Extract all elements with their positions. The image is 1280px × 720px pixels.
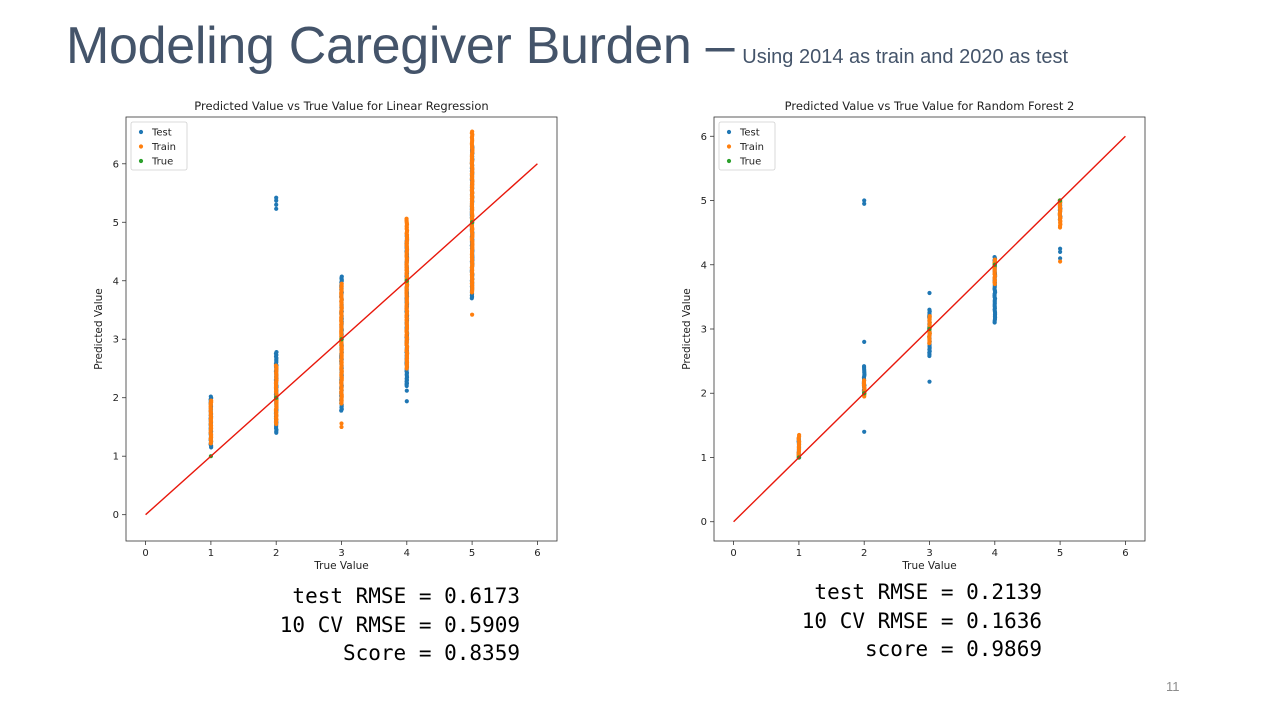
scatter-point-train xyxy=(404,216,409,221)
y-axis-label: Predicted Value xyxy=(681,288,693,369)
x-tick-label: 0 xyxy=(730,548,736,559)
lr-score: Score = 0.8359 xyxy=(342,641,520,665)
scatter-point-test xyxy=(404,388,409,393)
y-tick-label: 0 xyxy=(113,510,119,521)
x-tick-label: 5 xyxy=(1057,548,1063,559)
scatter-point-test xyxy=(1058,249,1063,255)
scatter-point-test xyxy=(274,195,279,200)
y-axis-label: Predicted Value xyxy=(93,288,105,369)
x-tick-label: 6 xyxy=(1122,548,1128,559)
x-axis-label: True Value xyxy=(901,560,956,571)
scatter-point-test xyxy=(274,198,279,203)
x-tick-label: 1 xyxy=(208,548,214,559)
y-tick-label: 1 xyxy=(113,452,119,463)
scatter-point-train xyxy=(339,281,344,286)
scatter-point-train xyxy=(992,257,998,262)
x-tick-label: 4 xyxy=(404,548,410,559)
scatter-point-test xyxy=(404,399,409,404)
legend-box xyxy=(130,121,188,171)
x-tick-label: 5 xyxy=(469,548,475,559)
x-tick-label: 0 xyxy=(142,548,148,559)
slide-title-row: Modeling Caregiver Burden – Using 2014 as… xyxy=(66,16,1068,76)
legend-label-test: Test xyxy=(151,128,172,139)
scatter-point-train xyxy=(273,363,279,368)
x-tick-label: 1 xyxy=(796,548,802,559)
scatter-point-test xyxy=(927,290,932,296)
lr-test-rmse: test RMSE = 0.6173 xyxy=(292,584,520,608)
y-tick-label: 2 xyxy=(113,393,119,404)
legend-label-true: True xyxy=(151,157,173,168)
legend-marker-train xyxy=(726,144,732,149)
scatter-point-test xyxy=(274,206,279,211)
scatter-point-test xyxy=(862,201,867,206)
x-tick-label: 2 xyxy=(861,548,867,559)
scatter-point-train xyxy=(209,398,214,403)
y-tick-label: 3 xyxy=(701,325,707,336)
random-forest-metrics: test RMSE = 0.2139 10 CV RMSE = 0.1636 sco… xyxy=(802,578,1042,664)
y-tick-label: 4 xyxy=(701,260,707,271)
scatter-point-train xyxy=(862,378,867,383)
slide-subtitle: Using 2014 as train and 2020 as test xyxy=(742,46,1069,68)
scatter-point-train xyxy=(927,314,932,319)
rf-test-rmse: test RMSE = 0.2139 xyxy=(814,580,1042,604)
y-tick-label: 5 xyxy=(701,196,707,207)
rf-cv-rmse: 10 CV RMSE = 0.1636 xyxy=(801,608,1042,633)
rf-score: score = 0.9869 xyxy=(864,637,1042,661)
y-tick-label: 6 xyxy=(701,132,707,143)
scatter-point-test xyxy=(339,274,344,279)
scatter-point-test xyxy=(274,202,279,207)
y-tick-label: 5 xyxy=(113,218,119,229)
y-tick-label: 4 xyxy=(113,276,119,287)
scatter-point-train xyxy=(339,424,344,430)
y-tick-label: 1 xyxy=(701,453,707,464)
legend-box xyxy=(718,121,776,171)
x-tick-label: 2 xyxy=(273,548,279,559)
slide-title: Modeling Caregiver Burden – xyxy=(66,17,735,75)
x-tick-label: 3 xyxy=(926,548,932,559)
scatter-point-test xyxy=(208,394,213,399)
scatter-point-test xyxy=(274,350,279,355)
scatter-point-test xyxy=(927,379,932,384)
scatter-point-train xyxy=(797,432,802,438)
chart-title: Predicted Value vs True Value for Linear… xyxy=(194,99,488,113)
scatter-point-test xyxy=(1058,246,1063,251)
linear-regression-chart: Predicted Value vs True Value for Linear… xyxy=(93,99,558,571)
chart-title: Predicted Value vs True Value for Random… xyxy=(785,99,1075,113)
legend-marker-test xyxy=(138,129,144,135)
x-tick-label: 4 xyxy=(992,548,998,559)
scatter-point-train xyxy=(339,421,344,426)
scatter-point-train xyxy=(470,129,475,134)
legend-label-train: Train xyxy=(739,142,764,153)
y-tick-label: 2 xyxy=(701,389,707,400)
x-tick-label: 6 xyxy=(534,548,540,559)
lr-cv-rmse: 10 CV RMSE = 0.5909 xyxy=(279,612,520,637)
y-tick-label: 0 xyxy=(701,517,707,528)
scatter-point-train xyxy=(470,312,475,317)
x-tick-label: 3 xyxy=(338,548,344,559)
ideal-fit-line xyxy=(145,163,538,516)
scatter-point-test xyxy=(861,364,867,369)
legend-label-true: True xyxy=(739,157,761,168)
x-axis-label: True Value xyxy=(313,560,368,571)
random-forest-chart: Predicted Value vs True Value for Random… xyxy=(681,99,1146,571)
legend-marker-test xyxy=(726,129,732,135)
y-tick-label: 6 xyxy=(113,159,119,170)
scatter-point-train xyxy=(1058,259,1063,264)
y-tick-label: 3 xyxy=(113,335,119,346)
legend-marker-true xyxy=(726,158,732,164)
scatter-point-test xyxy=(1058,256,1063,261)
scatter-point-test xyxy=(862,429,867,434)
legend-label-test: Test xyxy=(739,128,760,139)
page-number: 11 xyxy=(1166,679,1180,694)
scatter-point-test xyxy=(862,198,867,203)
scatter-point-test xyxy=(404,381,409,386)
legend-label-train: Train xyxy=(151,142,176,153)
scatter-point-test xyxy=(927,307,932,312)
linear-regression-metrics: test RMSE = 0.6173 10 CV RMSE = 0.5909 Sco… xyxy=(280,582,520,668)
ideal-fit-line xyxy=(733,135,1126,523)
scatter-point-test xyxy=(862,339,867,344)
legend-marker-true xyxy=(138,158,144,164)
legend-marker-train xyxy=(138,144,144,149)
